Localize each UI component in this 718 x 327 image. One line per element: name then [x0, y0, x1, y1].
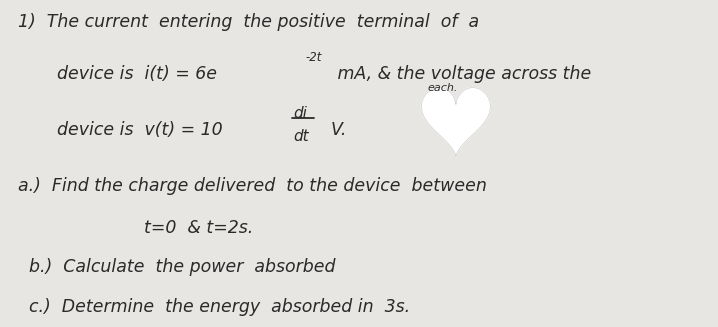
Text: 1)  The current  entering  the positive  terminal  of  a: 1) The current entering the positive ter… — [18, 13, 479, 31]
Text: device is  v(t) = 10: device is v(t) = 10 — [57, 121, 223, 139]
Text: b.)  Calculate  the power  absorbed: b.) Calculate the power absorbed — [29, 258, 335, 276]
Text: mA, & the voltage across the: mA, & the voltage across the — [332, 65, 592, 83]
Text: each.: each. — [427, 83, 457, 94]
Text: c.)  Determine  the energy  absorbed in  3s.: c.) Determine the energy absorbed in 3s. — [29, 298, 410, 316]
Text: device is  i(t) = 6e: device is i(t) = 6e — [57, 65, 218, 83]
Polygon shape — [421, 88, 490, 157]
Text: V.: V. — [320, 121, 346, 139]
Text: -2t: -2t — [305, 51, 322, 64]
Text: a.)  Find the charge delivered  to the device  between: a.) Find the charge delivered to the dev… — [18, 177, 487, 195]
Text: dt: dt — [293, 129, 309, 144]
Text: di: di — [293, 106, 307, 121]
Text: t=0  & t=2s.: t=0 & t=2s. — [144, 219, 253, 237]
